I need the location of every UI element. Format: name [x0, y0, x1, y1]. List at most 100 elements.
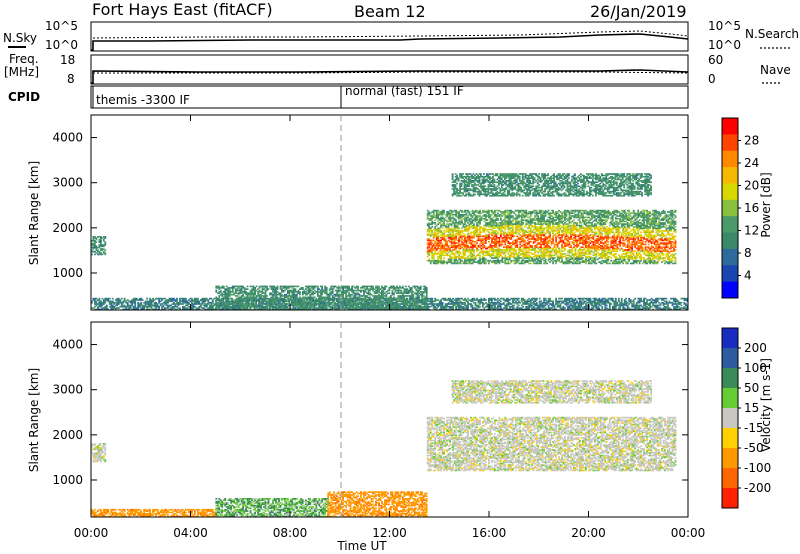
power-echo-cell: [665, 305, 668, 308]
power-echo-cell: [363, 303, 365, 305]
power-echo-cell: [328, 305, 331, 308]
power-echo-cell: [340, 292, 343, 295]
power-echo-cell: [637, 305, 640, 308]
power-echo-cell: [611, 307, 614, 309]
power-echo-cell: [632, 303, 635, 305]
power-echo-cell: [371, 300, 374, 303]
power-echo-cell: [425, 299, 428, 301]
power-echo-cell: [599, 304, 602, 307]
power-echo-cell: [607, 297, 610, 300]
power-echo-cell: [631, 303, 634, 305]
power-echo-cell: [419, 305, 422, 308]
power-echo-cell: [293, 299, 295, 301]
power-echo-cell: [389, 300, 392, 303]
power-echo-cell: [195, 303, 198, 305]
power-echo-cell: [205, 299, 208, 301]
power-echo-cell: [597, 305, 599, 308]
power-echo-cell: [390, 287, 392, 289]
power-echo-cell: [379, 299, 382, 301]
power-echo-cell: [165, 303, 168, 305]
power-echo-cell: [367, 301, 369, 304]
power-echo-cell: [158, 307, 160, 309]
power-echo-cell: [622, 305, 625, 308]
power-echo-cell: [198, 300, 201, 303]
power-echo-cell: [278, 303, 280, 305]
power-echo-cell: [269, 285, 271, 288]
power-echo-cell: [461, 305, 463, 308]
power-echo-cell: [555, 300, 557, 303]
power-echo-cell: [331, 292, 334, 295]
power-echo-cell: [211, 305, 214, 308]
power-echo-cell: [150, 304, 153, 307]
power-echo-cell: [254, 291, 256, 293]
power-echo-cell: [532, 301, 535, 304]
power-echo-cell: [252, 304, 255, 307]
power-echo-cell: [573, 303, 575, 305]
power-echo-cell: [351, 303, 353, 305]
power-echo-cell: [330, 292, 333, 295]
power-echo-cell: [304, 291, 307, 293]
power-echo-cell: [629, 301, 632, 304]
power-echo-cell: [443, 307, 445, 309]
power-echo-cell: [185, 308, 187, 310]
power-echo-cell: [185, 301, 187, 304]
power-echo-cell: [574, 303, 577, 305]
power-echo-cell: [104, 300, 107, 303]
power-echo-cell: [197, 300, 199, 303]
power-echo-cell: [233, 293, 236, 296]
power-echo-cell: [254, 296, 256, 299]
power-echo-cell: [679, 301, 681, 304]
power-echo-cell: [555, 297, 557, 300]
power-echo-cell: [161, 305, 163, 308]
power-echo-cell: [461, 301, 463, 304]
power-echo-cell: [486, 305, 489, 308]
power-echo-cell: [543, 301, 545, 304]
power-echo-cell: [258, 304, 260, 307]
power-echo-cell: [378, 297, 380, 300]
power-echo-cell: [153, 303, 156, 305]
power-echo-cell: [192, 308, 195, 310]
power-echo-cell: [287, 289, 289, 292]
power-echo-cell: [182, 307, 184, 309]
power-echo-cell: [355, 287, 358, 289]
power-echo-cell: [91, 300, 93, 303]
power-echo-cell: [635, 301, 638, 304]
power-echo-cell: [287, 307, 289, 309]
power-echo-cell: [336, 287, 339, 289]
power-echo-cell: [444, 304, 447, 307]
power-echo-cell: [486, 303, 489, 305]
power-echo-cell: [671, 301, 674, 304]
power-echo-cell: [147, 304, 150, 307]
power-echo-cell: [254, 287, 256, 289]
power-echo-cell: [348, 287, 350, 289]
power-echo-cell: [594, 304, 596, 307]
power-echo-cell: [349, 303, 352, 305]
power-echo-cell: [369, 292, 371, 295]
power-echo-cell: [249, 293, 252, 296]
power-echo-cell: [363, 305, 365, 308]
power-echo-cell: [391, 299, 394, 301]
power-echo-cell: [275, 289, 277, 292]
power-echo-cell: [277, 300, 280, 303]
power-echo-cell: [396, 292, 398, 295]
power-echo-cell: [167, 304, 169, 307]
power-echo-cell: [388, 292, 391, 295]
power-echo-cell: [105, 307, 108, 309]
power-echo-cell: [385, 296, 388, 299]
power-echo-cell: [252, 287, 255, 289]
power-echo-cell: [247, 301, 250, 304]
power-echo-cell: [116, 299, 119, 301]
power-echo-cell: [263, 296, 265, 299]
power-echo-cell: [239, 288, 242, 290]
power-echo-cell: [275, 292, 277, 295]
power-echo-cell: [231, 303, 234, 305]
power-echo-cell: [237, 301, 240, 304]
power-echo-cell: [249, 307, 252, 309]
power-echo-cell: [325, 299, 328, 301]
power-echo-cell: [234, 301, 237, 304]
power-echo-cell: [571, 299, 574, 301]
power-echo-cell: [352, 304, 354, 307]
freq-left-tick-bottom: 8: [67, 72, 75, 86]
power-echo-cell: [396, 287, 398, 289]
